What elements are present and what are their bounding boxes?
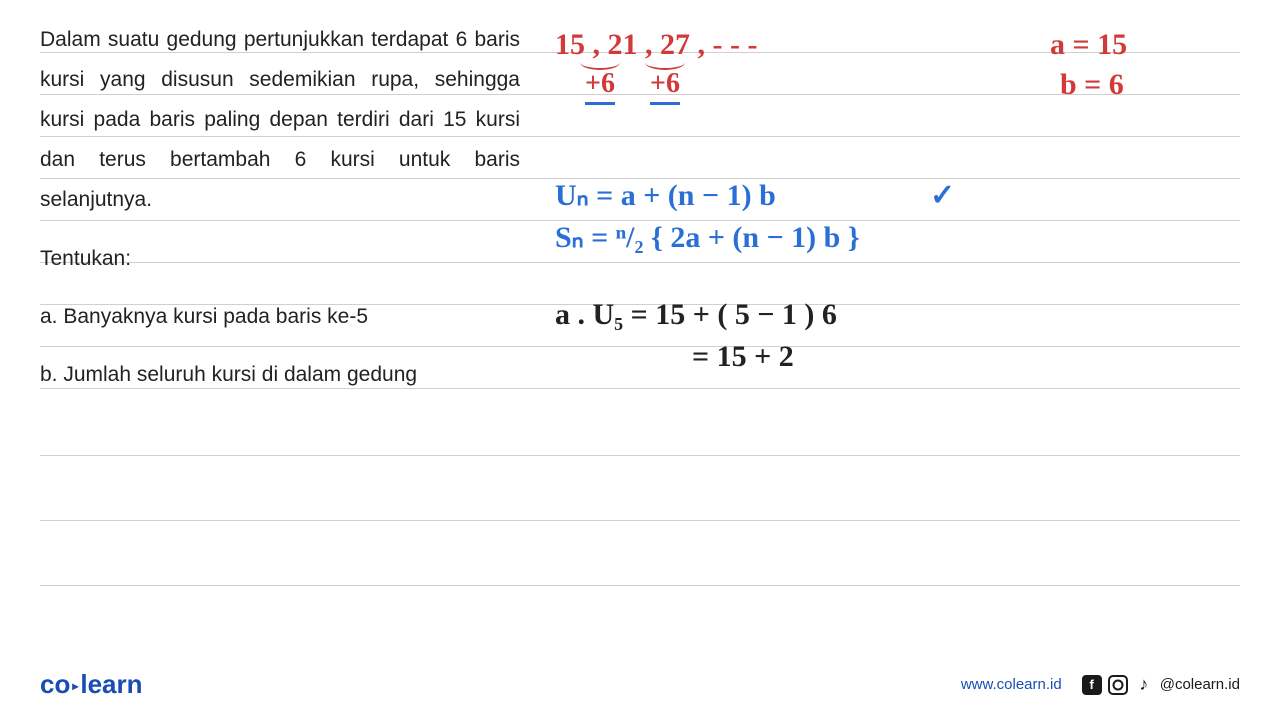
tiktok-icon: ♪ bbox=[1134, 675, 1154, 695]
logo-dot-icon: ▸ bbox=[72, 679, 78, 693]
handwritten-part-a-line1: a . U₅ = 15 + ( 5 − 1 ) 6 bbox=[555, 298, 837, 332]
handwritten-checkmark: ✓ bbox=[930, 178, 955, 213]
instagram-icon bbox=[1108, 675, 1128, 695]
problem-text-block: Dalam suatu gedung pertunjukkan terdapat… bbox=[40, 20, 520, 395]
problem-item-b: b. Jumlah seluruh kursi di dalam gedung bbox=[40, 355, 520, 395]
handwritten-plus6-2: +6 bbox=[650, 68, 680, 105]
logo-part2: learn bbox=[80, 669, 142, 699]
ruled-line bbox=[40, 455, 1240, 456]
handwritten-part-a-line2: = 15 + 2 bbox=[692, 340, 794, 374]
brand-logo: co▸learn bbox=[40, 669, 143, 700]
problem-item-a: a. Banyaknya kursi pada baris ke-5 bbox=[40, 297, 520, 337]
social-block: f ♪ @colearn.id bbox=[1082, 675, 1240, 695]
handwritten-un-formula: Uₙ = a + (n − 1) b bbox=[555, 178, 776, 213]
ruled-line bbox=[40, 520, 1240, 521]
footer: co▸learn www.colearn.id f ♪ @colearn.id bbox=[40, 669, 1240, 700]
facebook-icon: f bbox=[1082, 675, 1102, 695]
handwritten-given-a: a = 15 bbox=[1050, 28, 1127, 62]
page-container: Dalam suatu gedung pertunjukkan terdapat… bbox=[0, 0, 1280, 720]
social-handle: @colearn.id bbox=[1160, 676, 1240, 693]
ruled-line bbox=[40, 585, 1240, 586]
logo-part1: co bbox=[40, 669, 70, 699]
problem-prompt: Tentukan: bbox=[40, 239, 520, 279]
footer-right: www.colearn.id f ♪ @colearn.id bbox=[961, 675, 1240, 695]
handwritten-sn-formula: Sₙ = ⁿ/₂ { 2a + (n − 1) b } bbox=[555, 220, 860, 255]
handwritten-plus6-1: +6 bbox=[585, 68, 615, 105]
footer-url: www.colearn.id bbox=[961, 676, 1062, 693]
problem-paragraph: Dalam suatu gedung pertunjukkan terdapat… bbox=[40, 20, 520, 219]
handwritten-given-b: b = 6 bbox=[1060, 68, 1124, 102]
